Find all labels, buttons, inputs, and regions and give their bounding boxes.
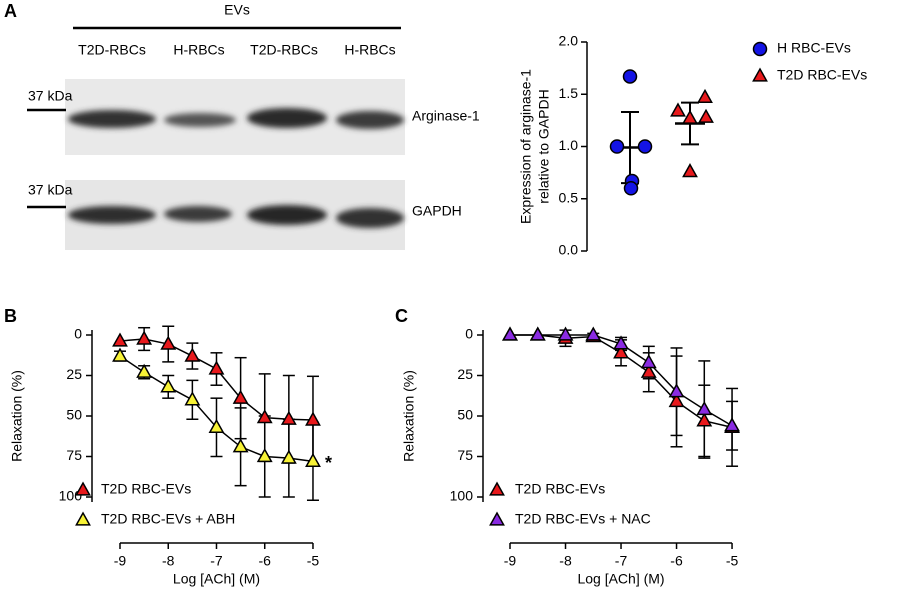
marker [160, 335, 177, 350]
marker [232, 389, 249, 404]
annotation: * [325, 453, 332, 473]
row-label: Arginase-1 [412, 108, 480, 124]
y-tick-label: 1.5 [559, 85, 579, 101]
x-axis-label: Log [ACh] (M) [173, 571, 260, 587]
x-tick-label: -6 [670, 553, 683, 569]
panel-label: A [4, 1, 17, 21]
legend-label: T2D RBC-EVs [101, 481, 191, 497]
legend-label: T2D RBC-EVs [777, 67, 867, 83]
y-tick-label: 50 [66, 407, 82, 423]
marker [502, 326, 518, 341]
lane-label: H-RBCs [173, 42, 224, 58]
y-tick-label: 75 [66, 447, 82, 463]
marker [136, 363, 153, 378]
legend-marker [75, 481, 91, 496]
marker [696, 412, 713, 427]
row-label: GAPDH [412, 203, 462, 219]
marker [529, 326, 546, 341]
marker [698, 108, 714, 123]
x-tick-label: -9 [504, 553, 517, 569]
y-tick-label: 100 [450, 488, 474, 504]
panel-label: C [395, 306, 408, 326]
lane-label: T2D-RBCs [250, 42, 318, 58]
y-axis-label: Relaxation (%) [9, 370, 25, 462]
y-tick-label: 0.0 [559, 242, 579, 258]
y-tick-label: 2.0 [559, 33, 579, 49]
marker [609, 139, 625, 154]
marker [232, 438, 249, 453]
marker [305, 452, 321, 468]
marker [724, 417, 740, 432]
marker [585, 326, 602, 341]
marker [622, 69, 638, 84]
marker [640, 363, 657, 378]
marker [682, 109, 698, 124]
marker [112, 332, 128, 347]
marker [208, 418, 225, 433]
lane-label: T2D-RBCs [78, 42, 146, 58]
marker [623, 181, 639, 196]
x-tick-label: -6 [259, 553, 272, 569]
y-tick-label: 100 [59, 488, 83, 504]
legend-marker [752, 41, 768, 57]
marker [557, 326, 574, 341]
x-tick-label: -7 [615, 553, 628, 569]
marker [613, 344, 629, 359]
y-tick-label: 1.0 [559, 137, 579, 153]
legend-marker [489, 511, 505, 526]
marker [256, 409, 273, 424]
marker [697, 88, 713, 104]
legend-label: T2D RBC-EVs [515, 481, 605, 497]
marker [184, 347, 201, 362]
marker [668, 392, 685, 408]
legend-label: T2D RBC-EVs + ABH [101, 511, 235, 527]
x-tick-label: -8 [559, 553, 572, 569]
y-tick-label: 0 [74, 326, 82, 342]
bands [68, 205, 404, 228]
marker [184, 391, 201, 406]
x-tick-label: -7 [210, 553, 223, 569]
y-tick-label: 50 [457, 407, 473, 423]
marker [696, 400, 713, 416]
group-label: EVs [224, 2, 250, 18]
x-tick-label: -9 [114, 553, 127, 569]
marker [280, 410, 297, 425]
marker [305, 411, 321, 426]
y-tick-label: 0 [465, 326, 473, 342]
x-tick-label: -8 [162, 553, 175, 569]
marker [640, 354, 657, 369]
marker [637, 139, 653, 154]
marker [112, 347, 128, 362]
y-axis-label: Expression of arginase-1 [518, 69, 534, 224]
legend-marker [75, 511, 91, 526]
marker [670, 102, 686, 117]
marker [668, 383, 685, 398]
marker [280, 449, 297, 464]
y-tick-label: 25 [66, 366, 82, 382]
marker [160, 378, 177, 393]
marker [256, 447, 273, 463]
legend-label: H RBC-EVs [777, 40, 851, 56]
mw-marker: 37 kDa [28, 88, 73, 104]
marker [136, 330, 153, 345]
lane-label: H-RBCs [344, 42, 395, 58]
marker [208, 360, 225, 375]
bands [68, 108, 404, 129]
y-axis-label: Relaxation (%) [401, 370, 417, 462]
marker [682, 163, 698, 178]
marker [613, 335, 629, 350]
y-tick-label: 25 [457, 366, 473, 382]
y-axis-label: relative to GAPDH [536, 89, 552, 203]
panel-label: B [4, 306, 17, 326]
mw-marker: 37 kDa [28, 182, 73, 198]
y-tick-label: 0.5 [559, 189, 579, 205]
legend-marker [752, 67, 768, 82]
x-axis-label: Log [ACh] (M) [577, 571, 664, 587]
legend-label: T2D RBC-EVs + NAC [515, 511, 651, 527]
legend-marker [489, 481, 505, 496]
x-tick-label: -5 [726, 553, 739, 569]
x-tick-label: -5 [307, 553, 320, 569]
y-tick-label: 75 [457, 447, 473, 463]
